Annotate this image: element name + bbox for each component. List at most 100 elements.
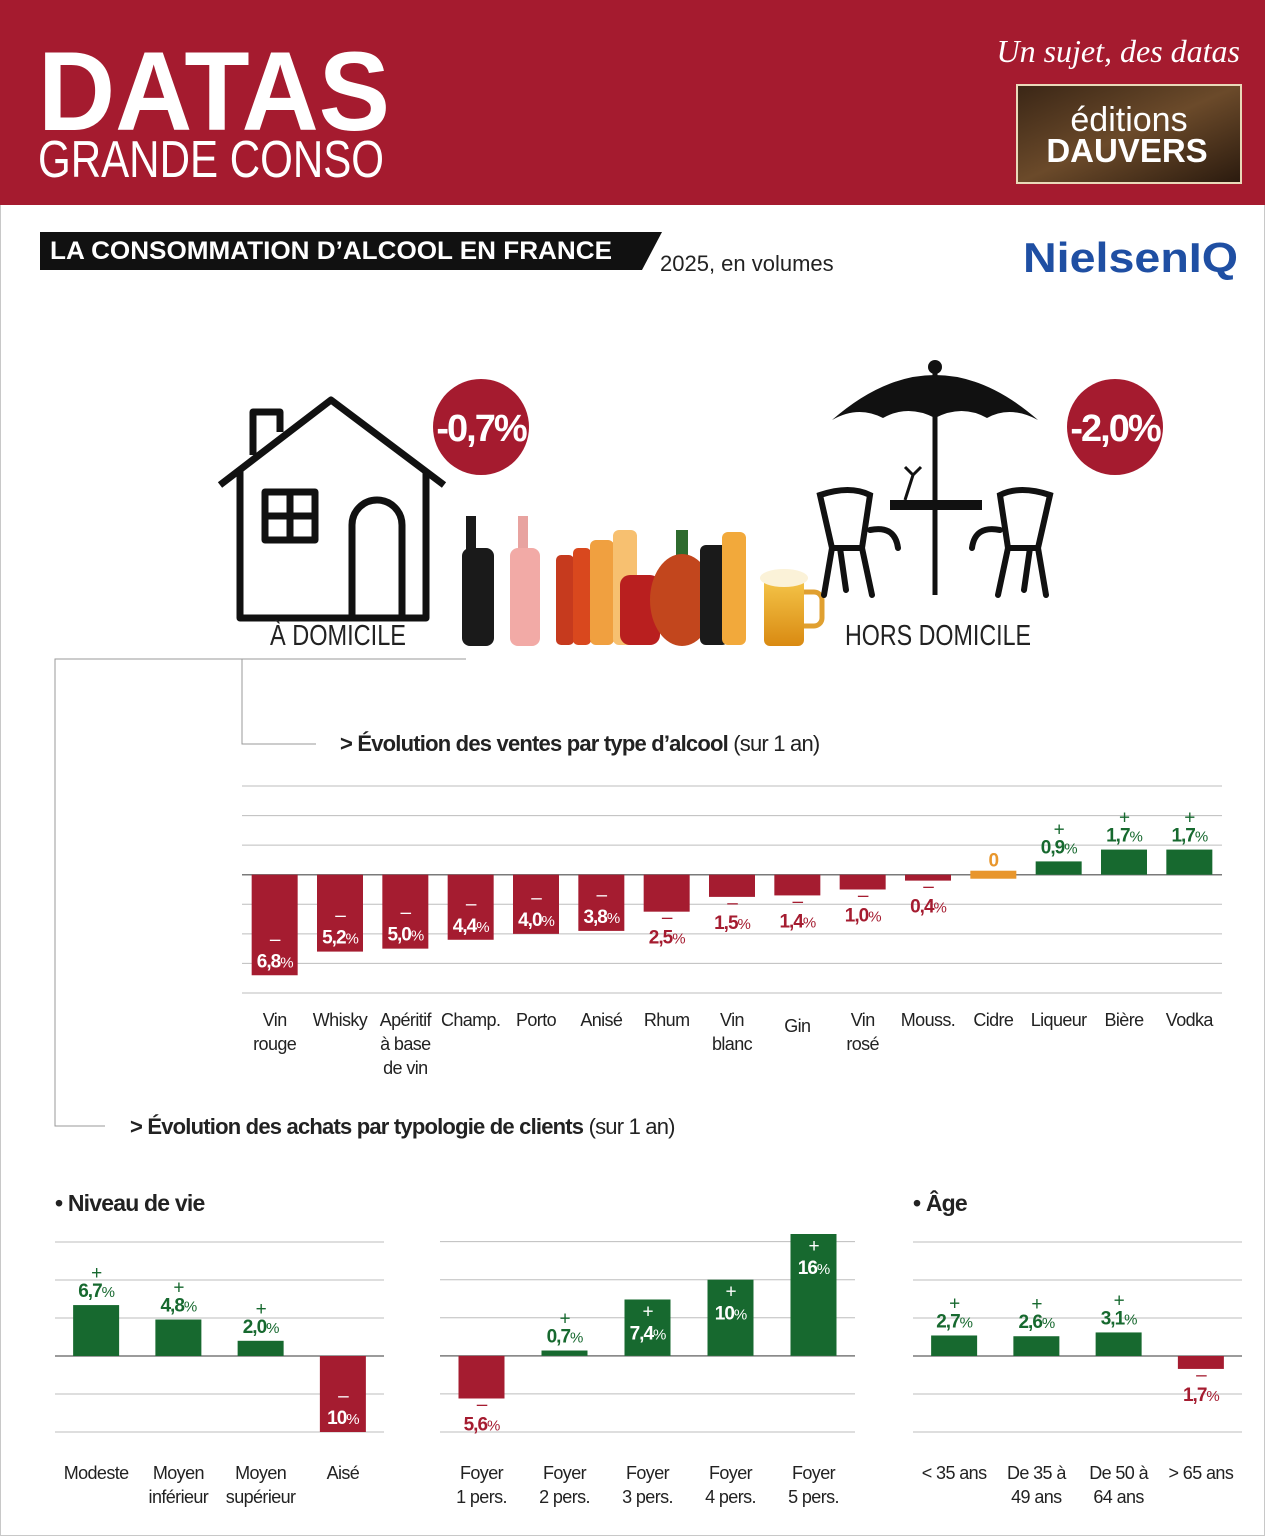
brand-small: GRANDE CONSO [38,131,384,189]
value-label: –2,5% [649,908,685,949]
value-label: +0,9% [1041,819,1077,858]
value-label: +4,8% [160,1278,196,1317]
label-part: Foyer [792,1463,836,1483]
section-heading: > Évolution des achats par typologie de … [130,1114,675,1139]
value-label: –1,0% [845,886,881,927]
bar [237,1340,284,1356]
bar [541,1350,588,1356]
publisher-logo [1016,84,1242,184]
label-part: de vin [383,1058,427,1078]
label-part: % [476,919,489,936]
x-tick-label: Cidre [973,1010,1014,1030]
label-part: % [1042,1315,1055,1332]
section-note: (sur 1 an) [589,1114,675,1139]
chart-heading: > Évolution des ventes par type d’alcool… [340,731,819,756]
x-tick-label: Liqueur [1031,1010,1087,1030]
x-tick-label: Foyer 2 pers. [539,1463,590,1507]
label-part: % [1206,1388,1219,1405]
value-label: –10% [327,1386,359,1429]
label-part: 6,7 [78,1281,102,1302]
label-part: Porto [516,1010,557,1030]
value-label: –1,5% [714,893,750,934]
title-bar [40,232,662,270]
label-part: 10 [327,1408,347,1429]
value-label: +16% [798,1236,830,1279]
label-part: Gin [784,1016,810,1036]
bar [970,870,1017,879]
label-part: + [725,1282,736,1303]
away-badge [1067,379,1163,475]
label-part: 1,7 [1106,826,1130,847]
label-part: % [868,909,881,926]
bar [578,874,625,931]
label-part: + [949,1293,960,1314]
value-label: –3,8% [583,885,619,928]
bar [1177,1356,1224,1369]
value-label: +7,4% [630,1301,666,1344]
label-part: 7,4 [630,1323,655,1344]
label-part: 1,5 [714,913,739,934]
label-part: + [808,1236,819,1257]
bar [1095,1332,1142,1356]
label-part: 3,8 [583,907,607,928]
label-part: 1,4 [779,911,804,932]
label-part: 1 pers. [456,1487,507,1507]
x-tick-label: Moyen supérieur [226,1463,296,1507]
label-part: % [346,1411,359,1428]
label-part: 5,2 [322,928,346,949]
label-part: Moyen [235,1463,286,1483]
value-label: –5,2% [322,906,358,949]
label-part: Vin [720,1010,744,1030]
bar [447,874,494,940]
label-part: – [401,903,412,924]
label-part: De 50 à [1089,1463,1149,1483]
label-part: 1,7 [1171,826,1195,847]
bar [709,874,755,897]
label-part: Champ. [441,1010,500,1030]
label-part: – [338,1386,349,1407]
label-part: % [487,1417,500,1434]
x-tick-label: > 65 ans [1168,1463,1233,1483]
label-part: % [734,1307,747,1324]
x-tick-label: Rhum [644,1010,690,1030]
label-part: % [738,916,751,933]
label-part: rosé [846,1034,879,1054]
label-part: 0,4 [910,897,935,918]
bar [513,874,559,934]
label-part: 1,0 [845,906,869,927]
x-tick-label: Champ. [441,1010,500,1030]
value-label: –1,4% [779,891,815,932]
label-part: rouge [253,1034,297,1054]
label-part: 3 pers. [622,1487,673,1507]
x-tick-label: < 35 ans [922,1463,987,1483]
label-part: + [91,1263,102,1284]
label-part: 49 ans [1011,1487,1062,1507]
x-tick-label: Foyer 1 pers. [456,1463,507,1507]
label-part: 4 pers. [705,1487,756,1507]
x-tick-label: Modeste [64,1463,129,1483]
label-part: – [597,885,608,906]
label-part: – [727,893,738,914]
label-part: Foyer [626,1463,670,1483]
label-part: 2 pers. [539,1487,590,1507]
label-part: + [173,1278,184,1299]
label-part: % [672,931,685,948]
value-label: –1,7% [1183,1365,1219,1406]
bar [317,874,363,952]
label-part: inférieur [149,1487,209,1507]
label-part: + [1054,819,1065,840]
x-tick-label: Foyer 5 pers. [788,1463,839,1507]
label-part: % [607,910,620,927]
label-part: % [1195,829,1208,846]
x-tick-label: Anisé [580,1010,623,1030]
source-logo: NielsenIQ [1023,234,1238,281]
x-tick-label: Vodka [1166,1010,1215,1030]
value-label: –6,8% [257,929,293,972]
x-tick-label: Foyer 3 pers. [622,1463,673,1507]
label-part: % [817,1261,830,1278]
label-part: % [542,913,555,930]
label-part: Mouss. [901,1010,955,1030]
x-tick-label: Whisky [313,1010,368,1030]
label-part: 4,0 [518,910,542,931]
